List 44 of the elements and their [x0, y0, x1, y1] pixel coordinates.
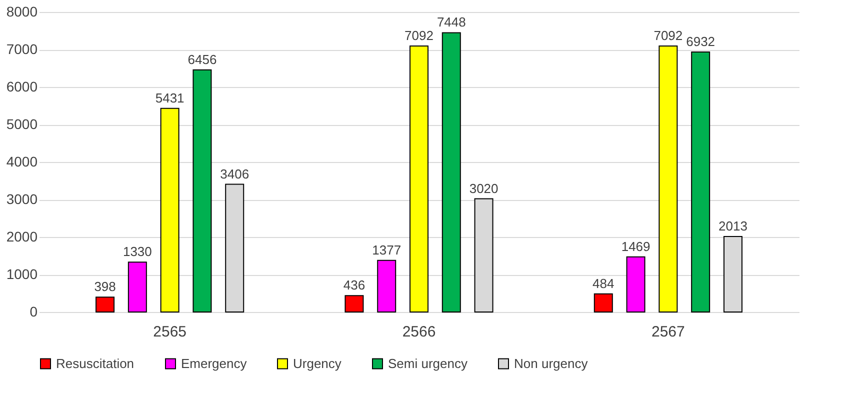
data-label: 6456: [188, 52, 217, 67]
bar: [594, 293, 613, 312]
x-tick-label: 2567: [651, 324, 685, 340]
bar: [344, 295, 364, 312]
data-label: 398: [94, 279, 116, 294]
y-tick-label: 8000: [6, 4, 38, 20]
data-label: 7092: [404, 28, 434, 44]
data-label: 1469: [621, 238, 650, 254]
y-tick-label: 1000: [6, 266, 38, 282]
data-label: 6932: [686, 34, 716, 50]
data-label: 484: [592, 276, 614, 291]
data-label: 3406: [220, 166, 250, 182]
data-label: 1377: [372, 242, 402, 258]
bar: [192, 69, 212, 312]
bar: [691, 52, 710, 312]
legend-label: Resuscitation: [56, 356, 134, 371]
data-label: 7092: [654, 28, 683, 44]
y-tick-label: 3000: [6, 191, 38, 207]
bar: [626, 256, 646, 312]
data-label: 2013: [718, 218, 748, 234]
data-label: 1330: [122, 244, 152, 260]
legend-label: Semi urgency: [388, 356, 468, 371]
bar: [658, 46, 678, 312]
bar: [160, 108, 180, 312]
bar: [96, 296, 115, 312]
data-label: 5431: [155, 90, 184, 106]
data-label: 436: [343, 278, 366, 293]
y-tick-label: 6000: [6, 78, 38, 94]
bar: [410, 46, 428, 312]
data-label: 3020: [469, 180, 498, 196]
y-tick-label: 4000: [6, 154, 38, 170]
data-label: 7448: [436, 14, 466, 30]
legend-label: Emergency: [181, 356, 248, 371]
y-tick-label: 2000: [6, 228, 38, 244]
y-tick-label: 0: [30, 304, 38, 320]
bar: [377, 260, 396, 312]
x-tick-label: 2565: [153, 324, 187, 340]
legend-label: Urgency: [293, 356, 342, 371]
bar: [128, 262, 147, 312]
legend-label: Non urgency: [514, 356, 588, 371]
y-tick-label: 7000: [6, 41, 38, 57]
bar: [442, 32, 461, 312]
y-tick-label: 5000: [6, 116, 38, 132]
x-tick-label: 2566: [402, 324, 436, 340]
